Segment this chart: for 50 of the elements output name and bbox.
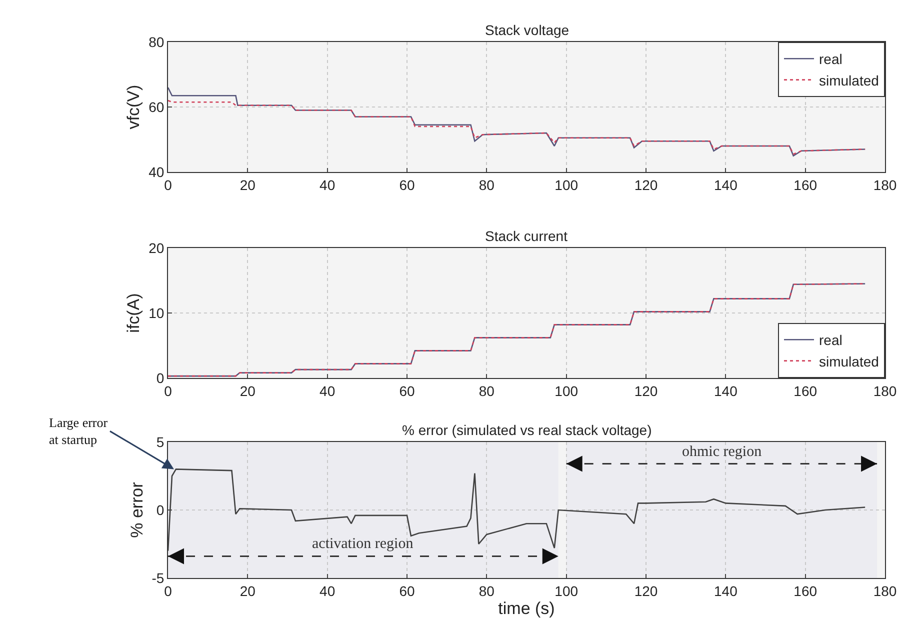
legend-label: real <box>819 51 842 68</box>
y-tick-label: -5 <box>152 570 164 586</box>
x-tick-label: 180 <box>873 382 897 399</box>
x-tick-label: 100 <box>554 582 578 599</box>
band-label: activation region <box>312 536 414 552</box>
x-tick-label: 180 <box>873 582 897 599</box>
y-axis-title: vfc(V) <box>124 84 144 130</box>
x-tick-label: 180 <box>873 176 897 193</box>
x-tick-label: 40 <box>320 382 336 399</box>
x-tick-label: 60 <box>399 582 415 599</box>
x-tick-label: 120 <box>634 176 658 193</box>
y-tick-label: 20 <box>148 240 164 256</box>
legend-label: real <box>819 332 842 348</box>
x-tick-label: 140 <box>714 176 738 193</box>
y-tick-label: 10 <box>148 304 164 321</box>
y-axis-title: ifc(A) <box>124 293 144 333</box>
x-tick-label: 60 <box>399 382 415 399</box>
x-tick-label: 80 <box>478 582 495 599</box>
x-tick-label: 80 <box>478 176 495 193</box>
y-tick-label: 80 <box>148 34 164 50</box>
annotation: Large error at startup <box>49 415 108 447</box>
y-tick-label: 60 <box>148 98 164 115</box>
legend-label: simulated <box>819 353 879 370</box>
band-label: ohmic region <box>682 444 762 460</box>
x-tick-label: 60 <box>399 176 415 193</box>
x-tick-label: 140 <box>714 582 738 599</box>
x-tick-label: 160 <box>794 176 818 193</box>
x-tick-label: 20 <box>240 582 256 599</box>
x-tick-label: 140 <box>714 382 738 399</box>
legend-label: simulated <box>819 72 879 88</box>
x-tick-label: 160 <box>794 382 818 399</box>
x-tick-label: 80 <box>478 382 495 399</box>
x-tick-label: 160 <box>794 582 818 599</box>
x-tick-label: 120 <box>634 382 658 399</box>
chart-title: Stack voltage <box>485 22 570 38</box>
x-tick-label: 120 <box>634 582 658 599</box>
x-tick-label: 40 <box>320 176 336 193</box>
y-tick-label: 0 <box>156 502 164 518</box>
y-tick-label: 5 <box>156 434 164 450</box>
x-tick-label: 100 <box>554 382 578 399</box>
y-axis-title: % error <box>127 482 146 538</box>
y-tick-label: 0 <box>156 370 164 386</box>
x-tick-label: 20 <box>240 382 256 399</box>
x-tick-label: 100 <box>554 176 578 193</box>
chart-title: % error (simulated vs real stack voltage) <box>402 422 652 438</box>
x-axis-title: time (s) <box>498 598 555 618</box>
x-tick-label: 40 <box>320 582 336 599</box>
chart-title: Stack current <box>485 228 568 244</box>
y-tick-label: 40 <box>148 164 164 180</box>
x-tick-label: 20 <box>240 176 256 193</box>
